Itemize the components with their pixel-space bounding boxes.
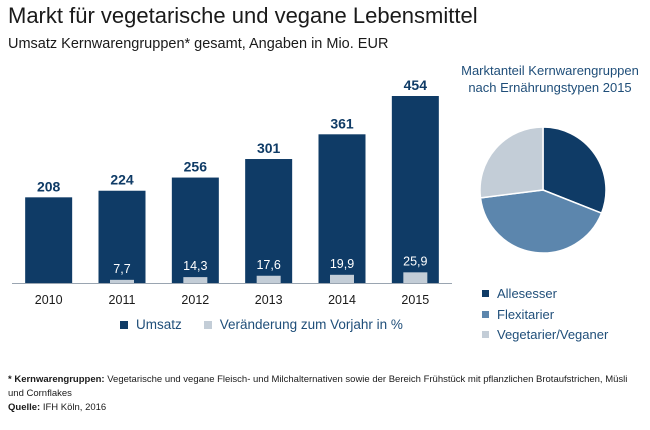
- pie-legend-label-allesesser: Allesesser: [497, 286, 557, 301]
- value-label-umsatz: 301: [257, 140, 281, 156]
- bar-veraenderung-2015: [403, 272, 428, 283]
- source-label: Quelle:: [8, 402, 41, 413]
- pie-legend-swatch-flexitarier: [482, 310, 489, 318]
- pie-chart: [479, 126, 607, 254]
- bar-umsatz-2014: [318, 134, 366, 283]
- x-tick-label: 2011: [109, 293, 136, 307]
- value-label-umsatz: 361: [330, 115, 354, 131]
- pie-title: Marktanteil Kernwarengruppen nach Ernähr…: [461, 63, 639, 95]
- x-tick-label: 2015: [401, 293, 429, 307]
- x-tick-label: 2010: [35, 293, 63, 307]
- legend-item-umsatz: Umsatz: [120, 317, 182, 332]
- bar-legend: Umsatz Veränderung zum Vorjahr in %: [120, 317, 425, 332]
- bar-veraenderung-2013: [256, 275, 281, 283]
- bar-umsatz-2012: [171, 177, 219, 283]
- source-text: IFH Köln, 2016: [40, 402, 107, 413]
- chart-title: Markt für vegetarische und vegane Lebens…: [8, 3, 478, 28]
- value-label-veraenderung: 17,6: [256, 258, 280, 272]
- value-label-veraenderung: 19,9: [330, 257, 354, 271]
- pie-legend-label-vegetarier: Vegetarier/Veganer: [497, 327, 609, 342]
- footnote-text: Vegetarische und vegane Fleisch- und Mil…: [8, 374, 628, 399]
- pie-legend-swatch-vegetarier: [482, 331, 489, 338]
- value-label-veraenderung: 7,7: [113, 262, 130, 276]
- bar-umsatz-2010: [25, 197, 73, 283]
- pie-legend: Allesesser Flexitarier Vegetarier/Vegane…: [482, 284, 608, 346]
- bar-veraenderung-2011: [110, 279, 134, 283]
- pie-legend-item-flexitarier: Flexitarier: [482, 305, 608, 324]
- bar-umsatz-2015: [391, 96, 439, 283]
- pie-legend-label-flexitarier: Flexitarier: [497, 306, 555, 322]
- bar-veraenderung-2012: [183, 277, 208, 283]
- pie-legend-item-vegetarier: Vegetarier/Veganer: [482, 325, 608, 344]
- value-label-veraenderung: 14,3: [183, 259, 207, 273]
- value-label-umsatz: 224: [110, 172, 134, 188]
- legend-label-umsatz: Umsatz: [136, 317, 182, 332]
- pie-slice-flexitarier: [479, 189, 603, 254]
- bar-umsatz-2011: [98, 190, 146, 283]
- bar-chart: 208 2010 224 7,7 2011 256 14,3 2012 301 17,6 2013 3…: [12, 77, 452, 307]
- x-tick-label: 2012: [181, 293, 209, 307]
- pie-legend-item-allesesser: Allesesser: [482, 284, 608, 303]
- x-tick-label: 2013: [255, 293, 283, 307]
- footnote-label: * Kernwarengruppen:: [8, 374, 105, 385]
- x-tick-label: 2014: [328, 293, 356, 307]
- pie-slice-allesesser: [542, 126, 607, 215]
- value-label-umsatz: 454: [404, 77, 428, 93]
- legend-swatch-veraenderung: [203, 320, 212, 329]
- legend-item-veraenderung: Veränderung zum Vorjahr in %: [203, 317, 403, 332]
- legend-label-veraenderung: Veränderung zum Vorjahr in %: [219, 317, 403, 332]
- value-label-umsatz: 208: [37, 178, 61, 194]
- legend-swatch-umsatz: [120, 320, 128, 329]
- bar-veraenderung-2014: [330, 274, 354, 283]
- chart-subtitle: Umsatz Kernwarengruppen* gesamt, Angaben…: [8, 36, 389, 52]
- footnote: * Kernwarengruppen: Vegetarische und veg…: [8, 373, 638, 415]
- pie-slice-vegetarier-veganer: [479, 126, 544, 199]
- value-label-umsatz: 256: [184, 159, 208, 175]
- bar-umsatz-2013: [245, 159, 293, 283]
- pie-legend-swatch-allesesser: [482, 290, 489, 297]
- value-label-veraenderung: 25,9: [403, 254, 427, 268]
